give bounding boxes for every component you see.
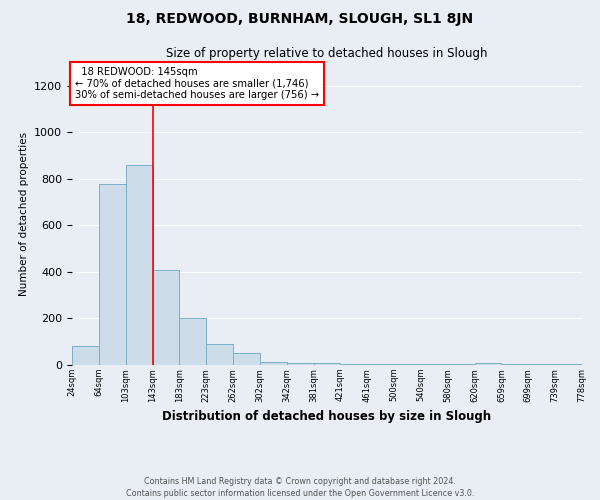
Bar: [99, 184, 125, 365]
Bar: [502, 364, 529, 365]
Y-axis label: Number of detached properties: Number of detached properties: [19, 132, 29, 296]
Bar: [555, 364, 582, 365]
Bar: [529, 364, 555, 365]
Bar: [125, 165, 152, 365]
Bar: [179, 318, 206, 365]
Bar: [152, 270, 179, 365]
Bar: [421, 364, 448, 365]
Bar: [287, 363, 314, 365]
Bar: [233, 354, 260, 365]
Bar: [367, 364, 394, 365]
Title: Size of property relative to detached houses in Slough: Size of property relative to detached ho…: [166, 47, 488, 60]
Bar: [475, 363, 502, 365]
Bar: [260, 362, 287, 365]
Bar: [340, 364, 367, 365]
Text: 18 REDWOOD: 145sqm
← 70% of detached houses are smaller (1,746)
30% of semi-deta: 18 REDWOOD: 145sqm ← 70% of detached hou…: [74, 67, 319, 100]
Bar: [206, 344, 233, 365]
Text: 18, REDWOOD, BURNHAM, SLOUGH, SL1 8JN: 18, REDWOOD, BURNHAM, SLOUGH, SL1 8JN: [127, 12, 473, 26]
Bar: [314, 363, 340, 365]
Bar: [72, 346, 99, 365]
Text: Contains HM Land Registry data © Crown copyright and database right 2024.
Contai: Contains HM Land Registry data © Crown c…: [126, 476, 474, 498]
Bar: [394, 364, 421, 365]
X-axis label: Distribution of detached houses by size in Slough: Distribution of detached houses by size …: [163, 410, 491, 423]
Bar: [448, 364, 475, 365]
